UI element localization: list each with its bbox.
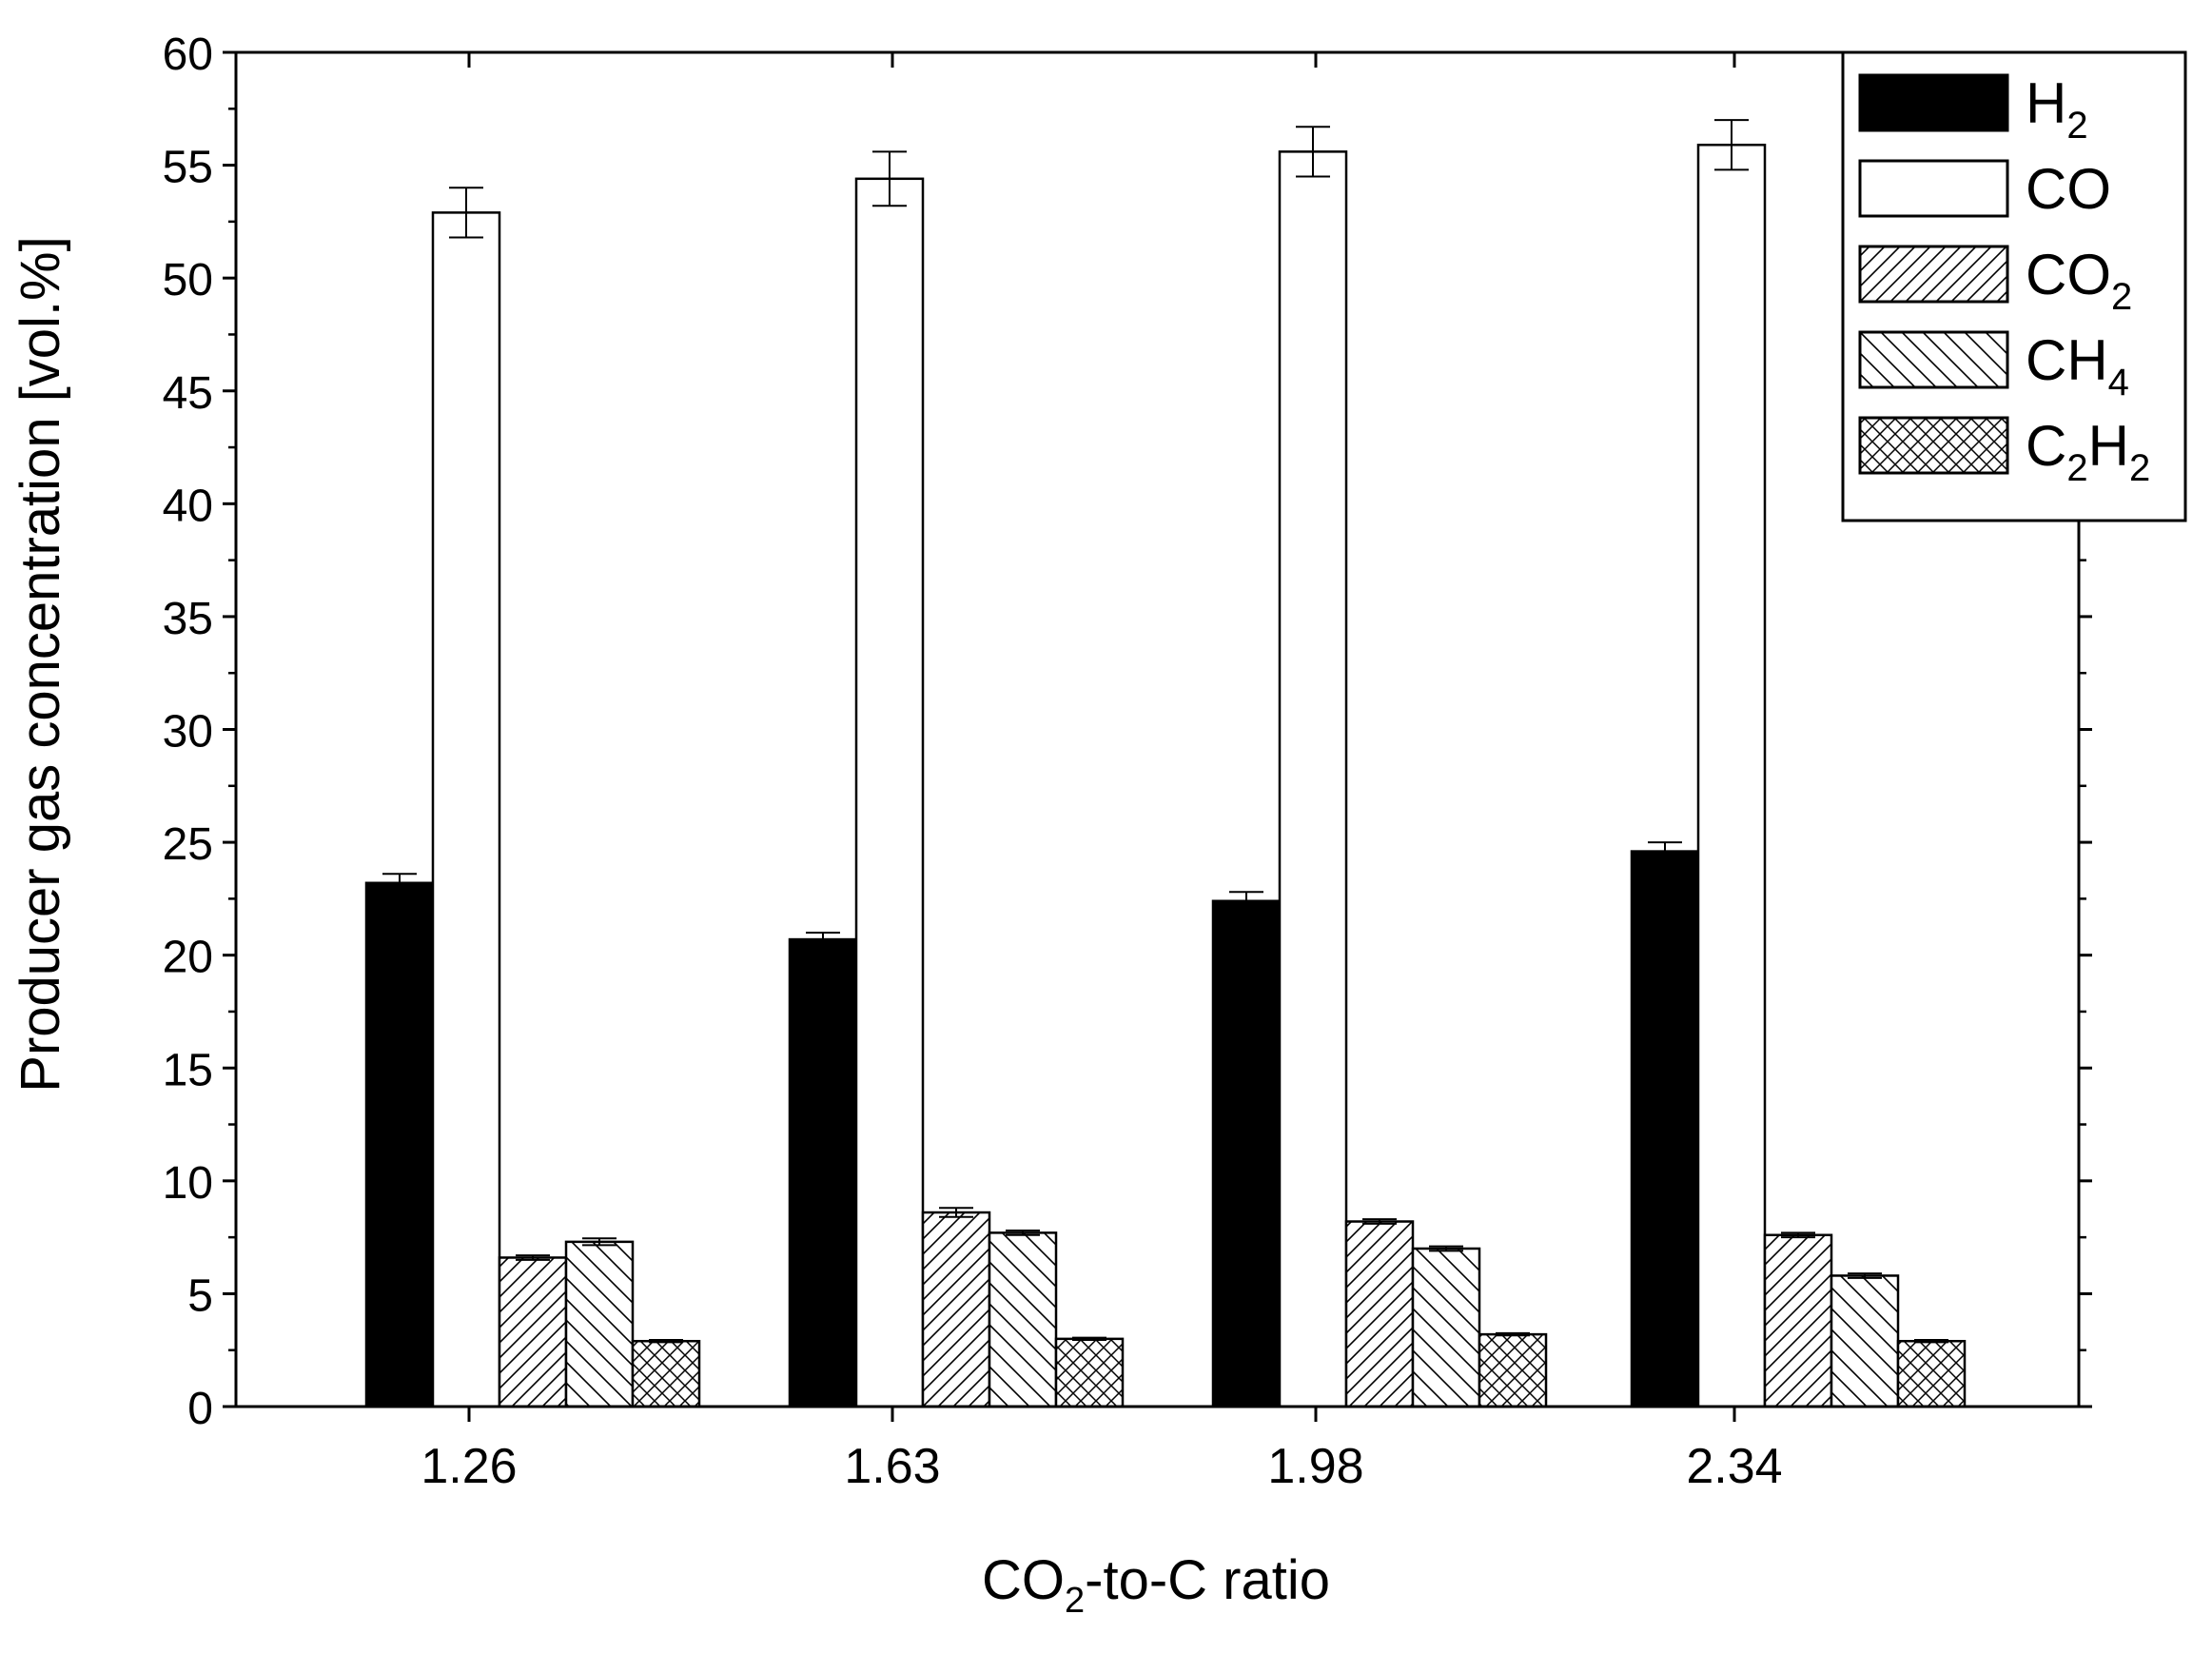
- y-tick-label: 35: [163, 594, 213, 644]
- legend-swatch-ch4: [1858, 330, 2009, 389]
- bar-h2: [1630, 850, 1700, 1408]
- legend-swatch-co2: [1858, 245, 2009, 304]
- y-tick-label: 30: [163, 707, 213, 758]
- bar-h2: [1211, 899, 1282, 1408]
- x-axis-label: CO2-to-C ratio: [982, 1549, 1330, 1621]
- legend-label-c2h2: C2H2: [2026, 414, 2150, 489]
- y-tick-label: 25: [163, 819, 213, 870]
- x-tick-label: 1.26: [421, 1439, 517, 1494]
- bar-co: [1278, 150, 1348, 1408]
- legend-label-co: CO: [2026, 157, 2111, 221]
- bar-co2: [921, 1211, 991, 1408]
- y-tick-label: 5: [187, 1270, 213, 1321]
- y-tick-label: 45: [163, 368, 213, 419]
- bar-c2h2: [1896, 1339, 1967, 1408]
- bar-c2h2: [1054, 1337, 1125, 1408]
- legend-label-co2: CO2: [2026, 243, 2132, 318]
- y-tick-label: 0: [187, 1384, 213, 1434]
- plot-frame: [234, 50, 2081, 1408]
- y-tick-label: 15: [163, 1045, 213, 1095]
- bar-ch4: [564, 1240, 635, 1408]
- x-axis-label-main: CO: [982, 1549, 1065, 1611]
- legend: H2 CO CO2 CH4 C2H2: [1841, 50, 2187, 522]
- bars: [364, 119, 1967, 1408]
- bar-ch4: [1411, 1247, 1481, 1408]
- x-axis-label-sub: 2: [1065, 1581, 1085, 1621]
- bar-ch4: [988, 1231, 1058, 1408]
- legend-swatch-co: [1858, 159, 2009, 218]
- legend-swatch-h2: [1858, 73, 2009, 132]
- bar-co: [431, 211, 501, 1408]
- y-tick-label: 55: [163, 143, 213, 193]
- y-tick-label: 40: [163, 481, 213, 531]
- legend-label-h2: H2: [2026, 71, 2088, 147]
- legend-swatch-c2h2: [1858, 416, 2009, 475]
- y-tick-label: 50: [163, 255, 213, 305]
- bar-co2: [1344, 1220, 1415, 1408]
- y-tick-label: 10: [163, 1158, 213, 1209]
- bar-co: [1696, 143, 1767, 1408]
- y-tick-label: 60: [163, 30, 213, 80]
- bar-h2: [788, 937, 858, 1408]
- bar-co2: [498, 1256, 568, 1408]
- y-axis-label: Producer gas concentration [vol.%]: [10, 236, 71, 1092]
- bar-ch4: [1830, 1274, 1900, 1408]
- bar-co2: [1763, 1233, 1833, 1408]
- x-tick-label: 2.34: [1686, 1439, 1782, 1494]
- y-tick-label: 20: [163, 933, 213, 983]
- axes: 0 5 10 15 20 25 30 35 40 45 50 55 60 1.26 1.63 1.98 2.34: [163, 30, 2092, 1494]
- bar-c2h2: [1478, 1332, 1548, 1408]
- x-tick-label: 1.98: [1267, 1439, 1363, 1494]
- bar-co: [854, 177, 925, 1408]
- x-tick-label: 1.63: [844, 1439, 940, 1494]
- bar-c2h2: [631, 1339, 701, 1408]
- legend-label-ch4: CH4: [2026, 328, 2129, 404]
- x-axis-label-rest: -to-C ratio: [1085, 1549, 1330, 1611]
- bar-h2: [364, 881, 435, 1408]
